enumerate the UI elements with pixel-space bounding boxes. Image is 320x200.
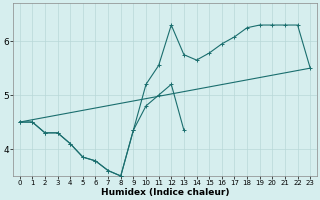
X-axis label: Humidex (Indice chaleur): Humidex (Indice chaleur) — [101, 188, 229, 197]
